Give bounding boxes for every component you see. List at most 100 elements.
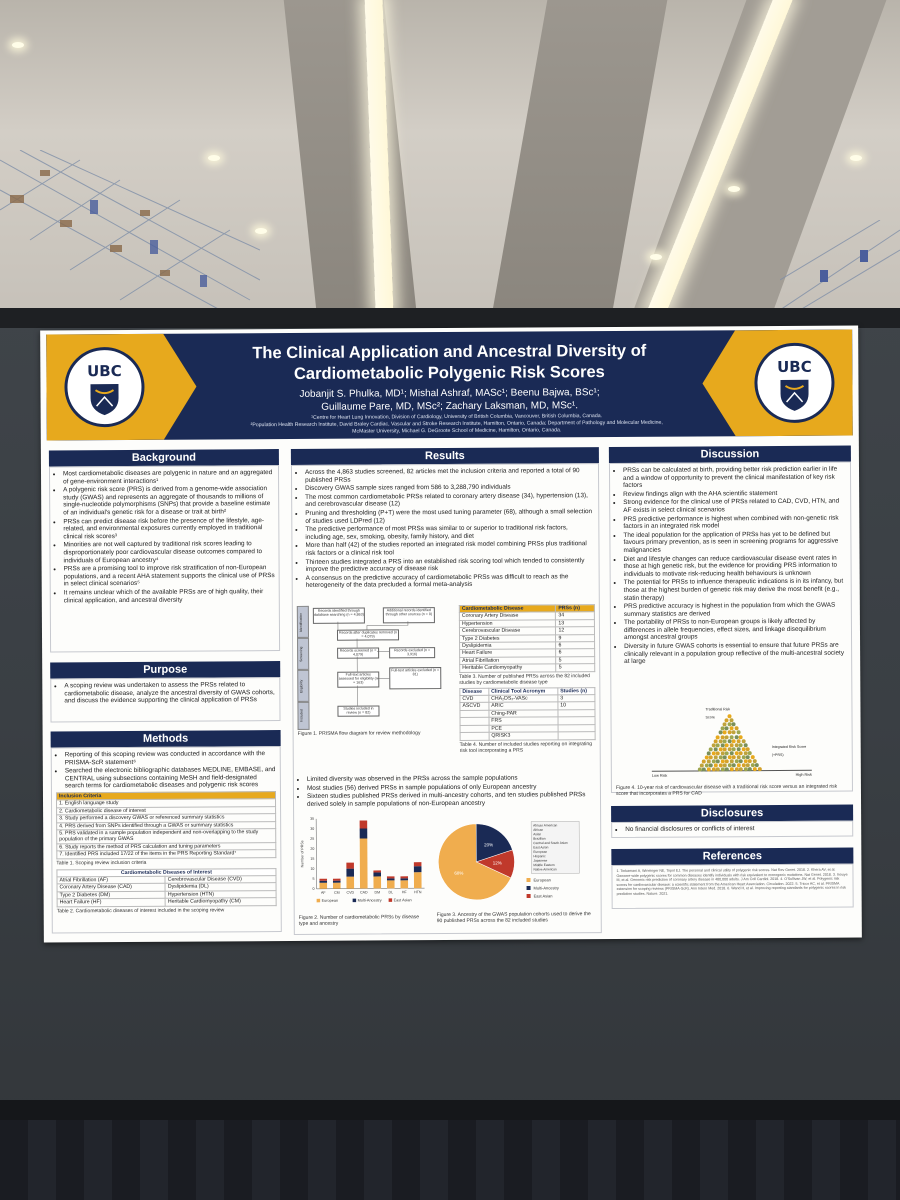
- table-row: 7. Identified PRS included 17/22 of the …: [56, 849, 276, 859]
- discussion-heading: Discussion: [608, 445, 851, 464]
- x-tick-label: DL: [389, 890, 394, 894]
- bullet-item: Most cardiometabolic diseases are polyge…: [63, 469, 274, 485]
- hanging-installation: [780, 220, 900, 310]
- bullet-item: Minorities are not well captured by trad…: [63, 540, 274, 564]
- logo-text: UBC: [87, 362, 122, 381]
- legend-label: Multi-Ancestry: [358, 898, 382, 902]
- discussion-list: PRSs can be calculated at birth, providi…: [614, 466, 847, 666]
- bar-hf-2: [400, 876, 409, 879]
- y-tick-label: 30: [310, 827, 314, 831]
- y-tick-label: 10: [310, 867, 314, 871]
- bar-cad-1: [359, 828, 368, 839]
- risk-dot: [722, 730, 727, 735]
- bullet-item: Thirteen studies integrated a PRS into a…: [306, 557, 595, 574]
- bullet-item: Reporting of this scoping review was con…: [65, 750, 276, 766]
- table-cell: Heart Failure (HF): [57, 898, 166, 907]
- figure2-caption: Figure 2. Number of cardiometabolic PRSs…: [298, 913, 420, 927]
- figure1-caption: Figure 1. PRISMA flow diagram for review…: [297, 730, 421, 737]
- bar-htn-0: [413, 872, 422, 889]
- ancestry-list-item: Asian: [533, 832, 541, 836]
- risk-dot: [736, 730, 741, 735]
- results-body: Across the 4,863 studies screened, 82 ar…: [290, 463, 602, 935]
- legend-swatch: [526, 894, 531, 899]
- disclosures-heading: Disclosures: [611, 804, 854, 823]
- table3-caption: Table 3. Number of published PRSs across…: [459, 672, 590, 686]
- bullet-item: Sixteen studies published PRSs derived i…: [307, 791, 596, 808]
- results-diversity: Limited diversity was observed in the PR…: [298, 774, 596, 809]
- x-tick-label: CVD: [347, 891, 355, 895]
- bullet-item: A scoping review was undertaken to asses…: [64, 681, 275, 705]
- legend-label: Multi-Ancestry: [534, 885, 559, 890]
- pie-label: 68%: [454, 871, 463, 876]
- bullet-item: The ideal population for the application…: [623, 530, 846, 554]
- ancestry-list-item: Hispanic: [533, 854, 546, 858]
- risk-dot: [727, 730, 732, 735]
- table-row: 5. PRS validated in a sample population …: [56, 828, 276, 844]
- x-tick-label: DM: [375, 890, 381, 894]
- disclosures-body: No financial disclosures or conflicts of…: [611, 820, 854, 839]
- risk-dot: [752, 767, 757, 772]
- ceiling-light: [650, 254, 662, 260]
- discussion-body: PRSs can be calculated at birth, providi…: [608, 461, 853, 797]
- legend-swatch: [352, 898, 357, 903]
- bar-hf-1: [400, 878, 409, 881]
- risk-dot: [729, 734, 734, 739]
- poster-banner: UBC UBC The Clinical Application and Anc…: [46, 329, 853, 441]
- risk-dot: [720, 734, 725, 739]
- figure3: 68% 20% 12% African American African Asian Bra…: [436, 819, 597, 924]
- bar-hf-0: [400, 880, 409, 889]
- x-tick-label: HF: [402, 890, 408, 894]
- bullet-item: Searched the electronic bibliographic da…: [65, 766, 276, 790]
- purpose-heading: Purpose: [50, 661, 281, 679]
- board-ledge: [0, 1100, 900, 1120]
- bar-af-1: [319, 880, 328, 883]
- bullet-item: The potential for PRSs to influence ther…: [624, 578, 847, 602]
- bar-af-2: [319, 878, 328, 881]
- y-tick-label: 35: [310, 817, 314, 821]
- column-right: Discussion PRSs can be calculated at bir…: [608, 445, 854, 910]
- bullet-item: PRSs are a promising tool to improve ris…: [64, 564, 275, 588]
- legend-swatch: [388, 898, 393, 902]
- ancestry-list-item: African: [533, 828, 543, 832]
- risk-dot: [729, 767, 734, 772]
- poster-affiliations: ¹Centre for Heart Lung Innovation, Divis…: [247, 413, 667, 437]
- bullet-item: Diversity in future GWAS cohorts is esse…: [624, 642, 847, 666]
- bullet-item: The most common cardiometabolic PRSs rel…: [305, 492, 594, 509]
- ancestry-list-item: Native American: [533, 867, 556, 871]
- y-tick-label: 25: [310, 837, 314, 841]
- table-cell: 7. Identified PRS included 17/22 of the …: [56, 849, 276, 859]
- table-cell: [557, 731, 596, 740]
- references-heading: References: [611, 847, 854, 866]
- references-text: 1. Torkamani A, Wineinger NE, Topol EJ. …: [616, 867, 848, 896]
- column-left: Background Most cardiometabolic diseases…: [48, 449, 282, 934]
- ancestry-pie-chart: 68% 20% 12% African AmericanAfricanAsianBra…: [438, 821, 580, 901]
- background-body: Most cardiometabolic diseases are polyge…: [48, 465, 281, 653]
- risk-dot: [731, 738, 736, 743]
- risk-dot: [716, 767, 721, 772]
- results-tables: Cardiometabolic Disease PRSs (n) Coronar…: [459, 604, 596, 753]
- stacked-bar-chart: 0 5 10 15 20 25 30 35 Number of PRSs AF CM CVD CAD DM…: [300, 817, 425, 903]
- bar-cm-1: [332, 880, 341, 883]
- criteria-rows: 1. English language study 2. Cardiometabo…: [56, 798, 276, 859]
- disclosures-list: No financial disclosures or conflicts of…: [616, 825, 848, 834]
- ceiling-light: [728, 186, 740, 192]
- pie-slice-east-asian: [475, 849, 515, 879]
- purpose-list: A scoping review was undertaken to asses…: [55, 681, 275, 705]
- diseases-table: Cardiometabolic Diseases of Interest Atr…: [56, 868, 277, 907]
- legend-label: East Asian: [394, 898, 412, 902]
- low-risk-label: Low Risk: [651, 773, 668, 778]
- bar-cm-2: [332, 878, 341, 881]
- risk-dot: [734, 767, 739, 772]
- y-tick-label: 5: [312, 877, 314, 881]
- pie-label: 20%: [484, 842, 493, 847]
- ancestry-list-item: Brazilian: [533, 837, 545, 841]
- risk-dot: [738, 734, 743, 739]
- pie-slice-european: [438, 823, 512, 901]
- risk-dot: [720, 767, 725, 772]
- ubc-crest-icon: [780, 379, 809, 411]
- prs-table-rows: Coronary Artery Disease 34 Hypertension 13 C…: [459, 612, 595, 673]
- table-row: QRISK3: [460, 731, 596, 740]
- risk-dot: [757, 767, 762, 772]
- ancestry-list-box: [530, 821, 580, 874]
- pie-label: 12%: [493, 861, 502, 866]
